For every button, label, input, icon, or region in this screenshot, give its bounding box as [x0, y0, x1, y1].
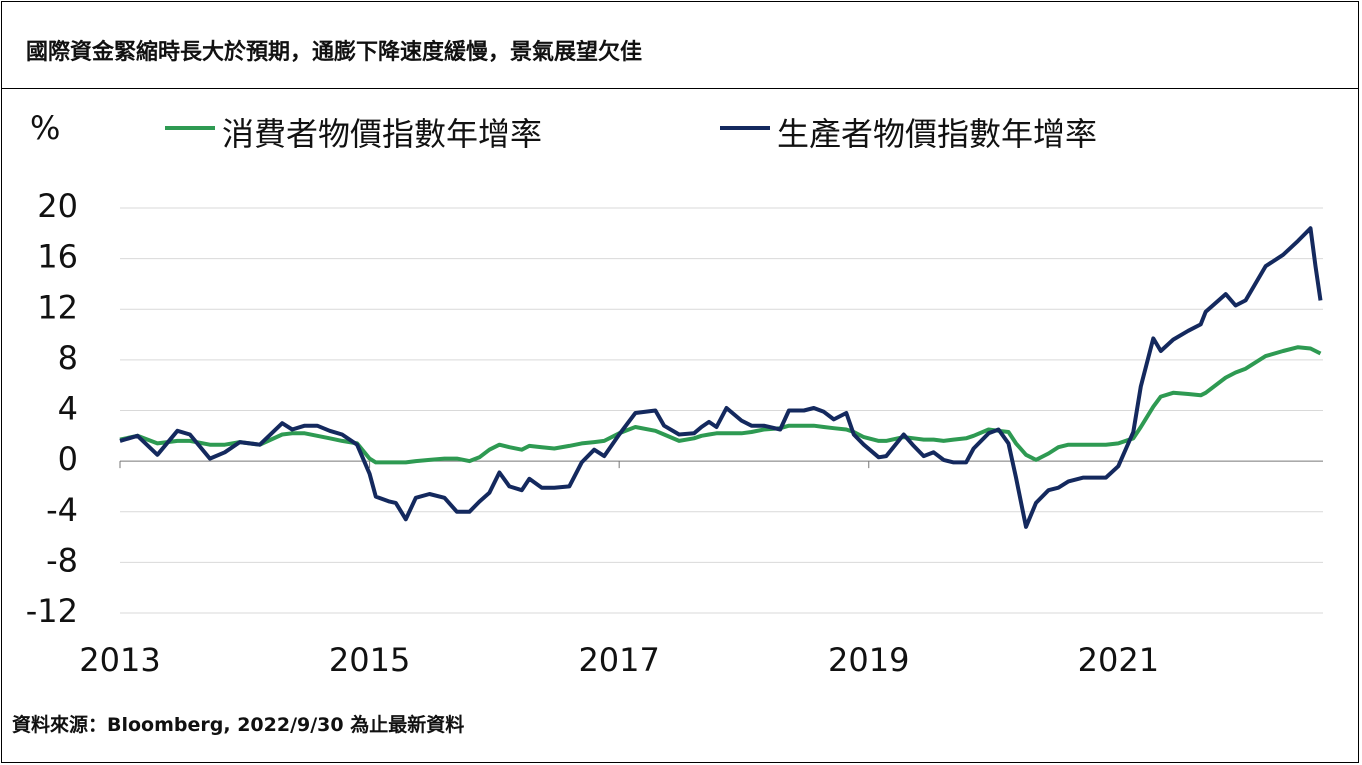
x-tick-label: 2021 — [1078, 641, 1159, 679]
legend-label: 生產者物價指數年增率 — [777, 115, 1097, 153]
y-tick-label: -8 — [46, 541, 78, 579]
y-tick-label: 20 — [37, 187, 78, 225]
y-tick-label: 0 — [58, 440, 78, 478]
y-tick-label: -4 — [46, 491, 78, 529]
series-line — [119, 226, 1323, 529]
legend-label: 消費者物價指數年增率 — [222, 115, 542, 153]
y-tick-label: 12 — [37, 288, 78, 326]
source-note: 資料來源：Bloomberg, 2022/9/30 為止最新資料 — [12, 714, 465, 736]
y-tick-label: 16 — [37, 238, 78, 276]
y-tick-label: 4 — [58, 390, 78, 428]
x-tick-label: 2017 — [578, 641, 659, 679]
y-tick-label: 8 — [58, 339, 78, 377]
title-rule — [2, 88, 1358, 89]
series-line — [119, 345, 1322, 465]
y-unit: % — [30, 109, 60, 147]
x-tick-label: 2019 — [828, 641, 909, 679]
x-tick-label: 2013 — [79, 641, 160, 679]
x-tick-label: 2015 — [329, 641, 410, 679]
chart-title: 國際資金緊縮時長大於預期，通膨下降速度緩慢，景氣展望欠佳 — [26, 40, 643, 65]
y-tick-label: -12 — [26, 592, 78, 630]
